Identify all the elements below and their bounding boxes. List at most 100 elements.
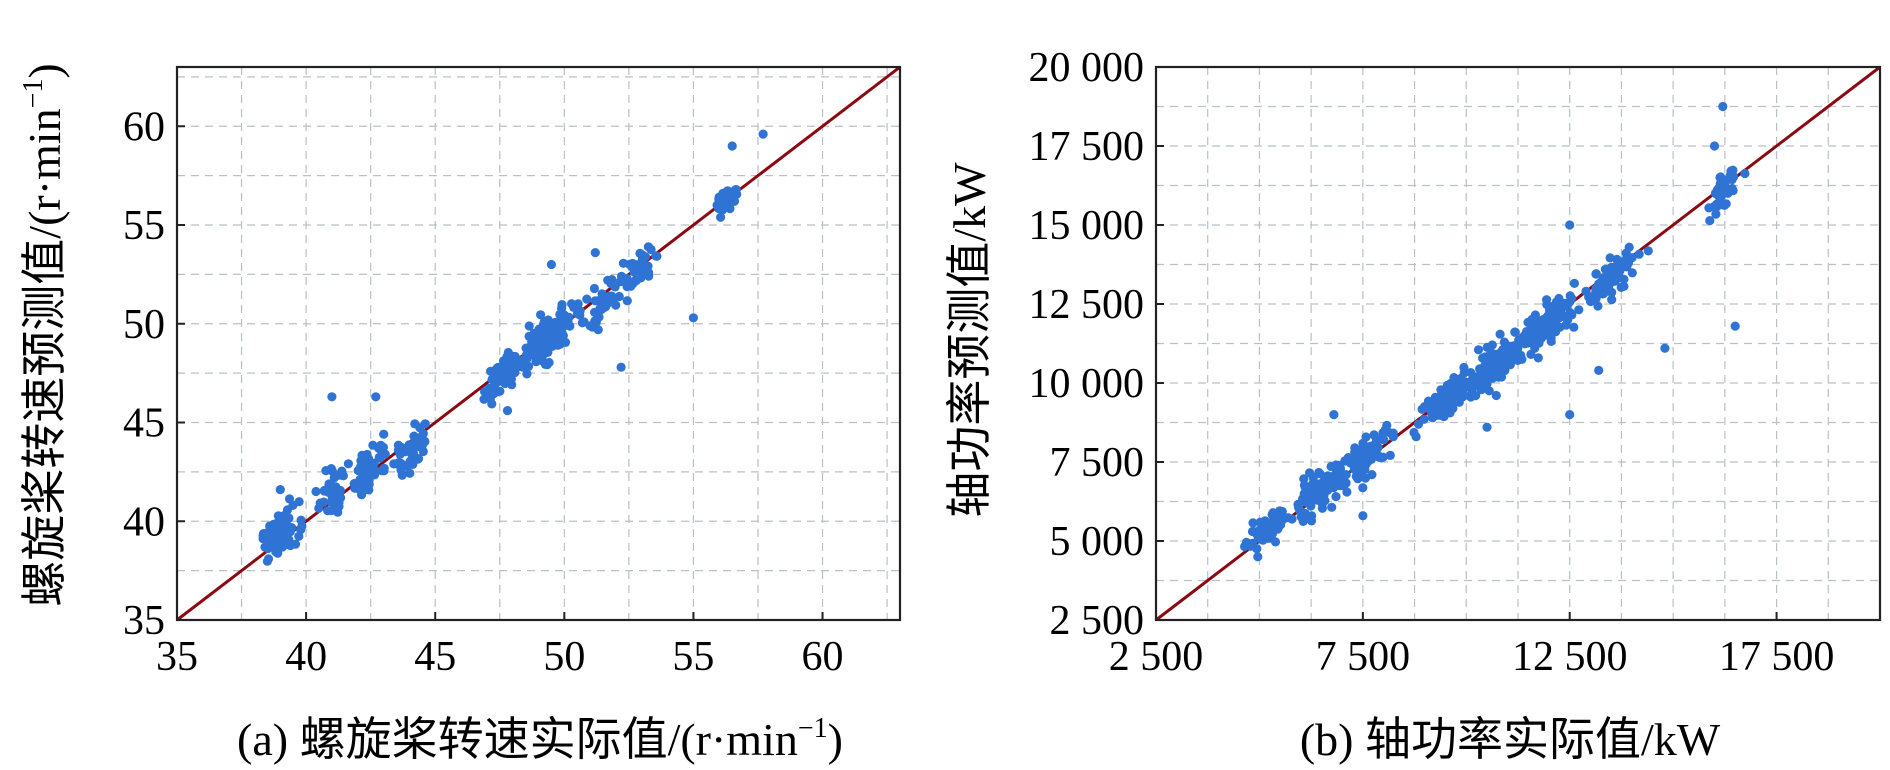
scatter-point [273, 511, 283, 521]
y-tick-label: 12 500 [1029, 282, 1145, 328]
scatter-point [374, 443, 384, 453]
y-tick-label: 7 500 [1050, 440, 1145, 486]
scatter-point [285, 527, 295, 537]
scatter-point [1253, 552, 1263, 562]
panel-a-ylabel-text: 螺旋桨转速预测值/(r·min [19, 108, 70, 606]
scatter-point [1565, 410, 1575, 420]
scatter-point [285, 540, 295, 551]
scatter-point [1300, 514, 1310, 524]
scatter-point [1729, 171, 1739, 182]
scatter-point [573, 299, 583, 309]
scatter-point [294, 531, 304, 541]
scatter-point [405, 468, 415, 478]
scatter-point [1718, 177, 1729, 187]
scatter-point [1567, 293, 1577, 303]
panel-a-caption-suffix: ) [828, 714, 843, 765]
x-tick-label: 50 [543, 634, 585, 680]
x-tick-label: 17 500 [1719, 634, 1835, 680]
scatter-point [328, 504, 338, 514]
panel-a-ylabel-suffix: ) [19, 63, 70, 78]
scatter-point [603, 275, 613, 285]
scatter-point [728, 196, 739, 206]
scatter-point [622, 296, 632, 306]
y-tick-label: 55 [123, 203, 165, 249]
panel-b-axes-frame [1154, 65, 1882, 622]
scatter-point [1624, 242, 1634, 252]
scatter-point [582, 294, 592, 304]
scatter-point [1458, 391, 1468, 402]
panel-a-caption-prefix: (a) [237, 714, 300, 765]
scatter-point [1513, 355, 1523, 365]
scatter-point [1358, 483, 1368, 493]
scatter-point [1480, 362, 1490, 372]
x-tick-label: 55 [672, 634, 714, 680]
scatter-point [536, 343, 546, 353]
scatter-point [640, 252, 651, 262]
scatter-point [1332, 467, 1342, 477]
scatter-point [1357, 451, 1368, 461]
panel-a-ylabel: 螺旋桨转速预测值/(r·min−1) [18, 63, 70, 606]
scatter-point [758, 129, 768, 139]
scatter-point [1543, 322, 1554, 332]
scatter-point [536, 310, 546, 320]
scatter-point [1532, 315, 1542, 325]
scatter-point [338, 471, 348, 481]
scatter-point [323, 487, 334, 497]
panel-a-points [258, 129, 768, 566]
scatter-point [1605, 253, 1615, 263]
scatter-point [1619, 256, 1630, 266]
scatter-point [589, 283, 600, 294]
scatter-point [334, 498, 344, 508]
scatter-point [1270, 537, 1281, 547]
scatter-point [1341, 470, 1351, 480]
scatter-point [730, 185, 741, 195]
scatter-point [1705, 216, 1715, 226]
scatter-point [551, 329, 562, 340]
panel-b-tick-labels: 2 500 7 500 12 500 17 500 2 500 5 000 7 500 10 … [1029, 45, 1835, 680]
scatter-point [1619, 281, 1629, 291]
scatter-point [1593, 301, 1603, 311]
x-tick-label: 40 [285, 634, 327, 680]
panel-a: 35 40 45 50 55 60 35 40 45 50 55 60 螺旋桨转速预测值/(r·min… [18, 63, 902, 765]
scatter-point [311, 486, 321, 497]
scatter-point [546, 259, 557, 270]
scatter-point [1574, 305, 1584, 315]
scatter-point [1634, 249, 1644, 259]
scatter-point [1526, 349, 1536, 359]
scatter-point [652, 251, 662, 261]
scatter-point [1331, 492, 1341, 502]
scatter-point [1565, 220, 1575, 230]
scatter-point [1561, 320, 1571, 330]
scatter-point [315, 498, 325, 508]
scatter-point [1718, 101, 1728, 112]
scatter-point [409, 441, 419, 451]
panel-a-tick-labels: 35 40 45 50 55 60 35 40 45 50 55 60 [123, 104, 844, 680]
scatter-point [1426, 403, 1436, 413]
scatter-point [560, 311, 570, 321]
scatter-point [1352, 467, 1362, 477]
y-tick-label: 40 [123, 499, 165, 545]
scatter-point [288, 500, 298, 510]
scatter-point [327, 392, 337, 402]
panel-b: 2 500 7 500 12 500 17 500 2 500 5 000 7 500 10 … [944, 45, 1882, 765]
scatter-point [1493, 367, 1503, 377]
scatter-point [276, 532, 286, 542]
scatter-point [263, 543, 273, 554]
scatter-point [1287, 514, 1297, 524]
scatter-point [489, 389, 499, 399]
scatter-point [364, 475, 374, 485]
scatter-point [618, 258, 629, 268]
scatter-point [1466, 392, 1476, 402]
y-tick-label: 15 000 [1029, 203, 1145, 249]
scatter-point [395, 449, 405, 459]
scatter-point [1503, 341, 1513, 351]
y-tick-label: 20 000 [1029, 45, 1145, 91]
scatter-point [1598, 276, 1608, 286]
scatter-point [487, 399, 497, 409]
scatter-point [415, 423, 425, 433]
scatter-point [1607, 295, 1617, 305]
scatter-point [1556, 298, 1566, 308]
panel-a-caption-text: 螺旋桨转速实际值/(r·min [300, 714, 798, 765]
scatter-point [1709, 141, 1720, 151]
